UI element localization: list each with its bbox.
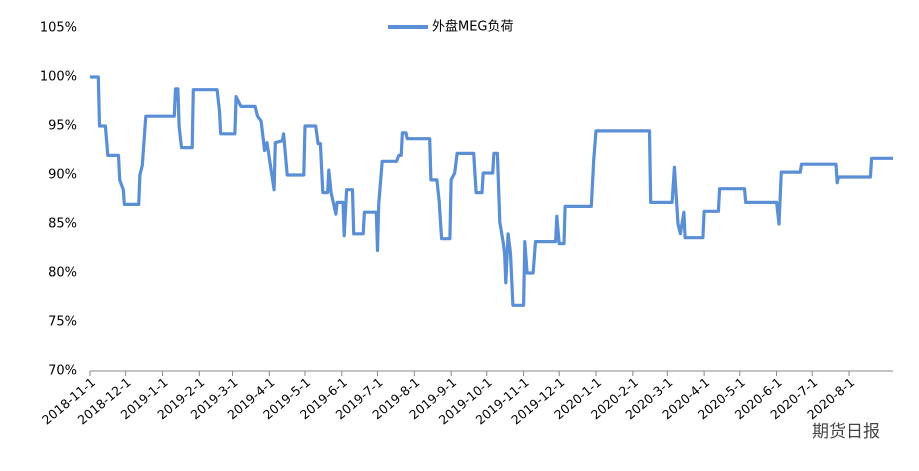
y-tick-label: 95%: [48, 119, 77, 134]
data-line: [90, 75, 893, 307]
y-tick-label: 100%: [40, 70, 77, 85]
y-tick-label: 80%: [48, 266, 77, 281]
y-tick-label: 90%: [48, 168, 77, 183]
y-tick-label: 75%: [48, 315, 77, 330]
y-tick-label: 85%: [48, 217, 77, 232]
legend-label: 外盘MEG负荷: [432, 19, 514, 35]
watermark: 期货日报: [812, 422, 880, 442]
y-tick-label: 70%: [48, 364, 77, 379]
y-tick-label: 105%: [40, 21, 77, 36]
